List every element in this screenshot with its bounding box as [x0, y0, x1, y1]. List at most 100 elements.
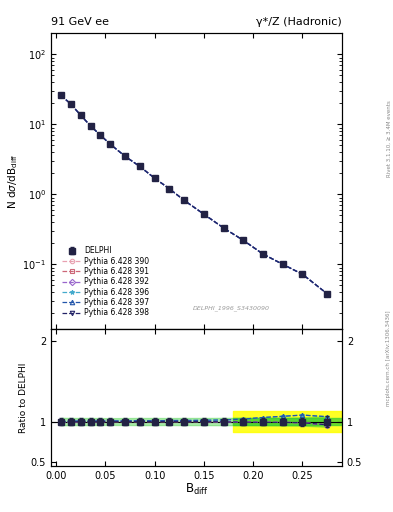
Pythia 6.428 396	[280, 261, 285, 267]
Pythia 6.428 390	[221, 225, 226, 231]
Pythia 6.428 397	[280, 261, 285, 267]
Pythia 6.428 398	[261, 251, 265, 257]
Pythia 6.428 397	[182, 197, 187, 203]
Pythia 6.428 391	[123, 153, 127, 159]
Pythia 6.428 392	[123, 153, 127, 159]
Pythia 6.428 390	[78, 112, 83, 118]
Line: Pythia 6.428 396: Pythia 6.428 396	[59, 93, 329, 296]
Pythia 6.428 392	[182, 197, 187, 203]
Pythia 6.428 390	[261, 251, 265, 257]
Pythia 6.428 396	[78, 112, 83, 118]
Pythia 6.428 391	[300, 271, 305, 278]
Pythia 6.428 392	[59, 92, 63, 98]
Pythia 6.428 398	[221, 225, 226, 231]
Text: mcplots.cern.ch [arXiv:1306.3436]: mcplots.cern.ch [arXiv:1306.3436]	[386, 311, 391, 406]
Pythia 6.428 392	[280, 261, 285, 267]
Pythia 6.428 391	[68, 101, 73, 107]
Pythia 6.428 390	[241, 237, 246, 243]
Pythia 6.428 390	[59, 92, 63, 98]
Pythia 6.428 397	[138, 163, 142, 169]
Pythia 6.428 398	[152, 175, 157, 181]
Pythia 6.428 391	[241, 237, 246, 243]
Pythia 6.428 391	[167, 186, 172, 192]
Pythia 6.428 396	[152, 175, 157, 181]
Pythia 6.428 397	[152, 175, 157, 181]
Pythia 6.428 398	[108, 141, 113, 147]
Text: 91 GeV ee: 91 GeV ee	[51, 17, 109, 27]
Pythia 6.428 397	[202, 211, 206, 217]
Pythia 6.428 397	[221, 225, 226, 231]
Pythia 6.428 397	[261, 251, 265, 257]
Pythia 6.428 392	[221, 225, 226, 231]
Text: DELPHI_1996_S3430090: DELPHI_1996_S3430090	[193, 305, 270, 311]
Pythia 6.428 396	[108, 141, 113, 147]
Pythia 6.428 390	[182, 197, 187, 203]
Pythia 6.428 396	[167, 186, 172, 192]
Pythia 6.428 392	[325, 291, 329, 297]
Pythia 6.428 398	[280, 261, 285, 267]
Pythia 6.428 390	[167, 186, 172, 192]
Legend: DELPHI, Pythia 6.428 390, Pythia 6.428 391, Pythia 6.428 392, Pythia 6.428 396, : DELPHI, Pythia 6.428 390, Pythia 6.428 3…	[61, 245, 151, 319]
Pythia 6.428 398	[98, 132, 103, 138]
Pythia 6.428 392	[88, 123, 93, 129]
Pythia 6.428 398	[68, 101, 73, 107]
Pythia 6.428 390	[108, 141, 113, 147]
Pythia 6.428 390	[202, 211, 206, 217]
Pythia 6.428 396	[325, 291, 329, 297]
Pythia 6.428 396	[98, 132, 103, 138]
Pythia 6.428 398	[182, 197, 187, 203]
Y-axis label: N d$\sigma$/dB$_{\mathsf{diff}}$: N d$\sigma$/dB$_{\mathsf{diff}}$	[6, 153, 20, 209]
Pythia 6.428 398	[202, 211, 206, 217]
Line: Pythia 6.428 392: Pythia 6.428 392	[59, 93, 329, 296]
Line: Pythia 6.428 397: Pythia 6.428 397	[59, 93, 329, 296]
Pythia 6.428 398	[300, 271, 305, 278]
Pythia 6.428 392	[68, 101, 73, 107]
Pythia 6.428 390	[280, 261, 285, 267]
Pythia 6.428 391	[261, 251, 265, 257]
Pythia 6.428 391	[325, 291, 329, 297]
Pythia 6.428 391	[280, 261, 285, 267]
Pythia 6.428 391	[59, 92, 63, 98]
Pythia 6.428 398	[241, 237, 246, 243]
Pythia 6.428 397	[68, 101, 73, 107]
Pythia 6.428 391	[98, 132, 103, 138]
Line: Pythia 6.428 390: Pythia 6.428 390	[59, 93, 329, 296]
Pythia 6.428 398	[138, 163, 142, 169]
Line: Pythia 6.428 398: Pythia 6.428 398	[59, 93, 329, 296]
Pythia 6.428 397	[167, 186, 172, 192]
Pythia 6.428 398	[123, 153, 127, 159]
Pythia 6.428 392	[152, 175, 157, 181]
Pythia 6.428 398	[167, 186, 172, 192]
Pythia 6.428 398	[59, 92, 63, 98]
Pythia 6.428 396	[68, 101, 73, 107]
Pythia 6.428 396	[123, 153, 127, 159]
Pythia 6.428 396	[241, 237, 246, 243]
Pythia 6.428 397	[88, 123, 93, 129]
Pythia 6.428 397	[108, 141, 113, 147]
Pythia 6.428 390	[152, 175, 157, 181]
Pythia 6.428 390	[98, 132, 103, 138]
Pythia 6.428 392	[167, 186, 172, 192]
Pythia 6.428 396	[300, 271, 305, 278]
Pythia 6.428 390	[325, 291, 329, 297]
Pythia 6.428 391	[138, 163, 142, 169]
Pythia 6.428 396	[221, 225, 226, 231]
Pythia 6.428 391	[152, 175, 157, 181]
Pythia 6.428 397	[123, 153, 127, 159]
Pythia 6.428 392	[98, 132, 103, 138]
Pythia 6.428 392	[241, 237, 246, 243]
Y-axis label: Ratio to DELPHI: Ratio to DELPHI	[19, 362, 28, 433]
Pythia 6.428 398	[325, 291, 329, 297]
Text: Rivet 3.1.10, ≥ 3.4M events: Rivet 3.1.10, ≥ 3.4M events	[386, 100, 391, 177]
Pythia 6.428 390	[300, 271, 305, 278]
Pythia 6.428 392	[261, 251, 265, 257]
Pythia 6.428 391	[108, 141, 113, 147]
X-axis label: B$_{\mathsf{diff}}$: B$_{\mathsf{diff}}$	[185, 482, 208, 497]
Pythia 6.428 398	[78, 112, 83, 118]
Pythia 6.428 397	[325, 291, 329, 297]
Pythia 6.428 390	[68, 101, 73, 107]
Line: Pythia 6.428 391: Pythia 6.428 391	[59, 93, 329, 296]
Pythia 6.428 396	[202, 211, 206, 217]
Pythia 6.428 397	[300, 271, 305, 278]
Pythia 6.428 397	[59, 92, 63, 98]
